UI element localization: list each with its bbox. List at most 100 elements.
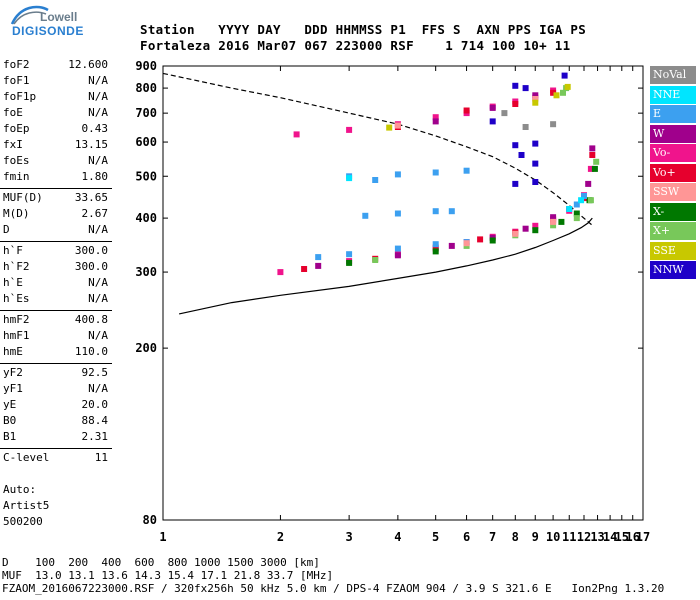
param-label: foF2 [3,58,30,71]
echo-point-e [372,177,379,183]
param-value: 2.31 [81,430,109,443]
footer-muf-row: MUF 13.0 13.1 13.6 14.3 15.4 17.1 21.8 3… [2,569,334,582]
echo-point-w [589,145,596,152]
echo-point-x [346,259,353,266]
param-value: 2.67 [81,207,109,220]
plot-frame [162,65,644,521]
echo-point-nnw [532,140,539,147]
echo-point-x [432,248,439,255]
param-row-hes: h`Es N/A [0,292,108,308]
echo-point-nnw [512,82,519,89]
param-row-foe: foE N/A [0,106,108,122]
echo-point-nne [578,197,585,204]
echo-point-vo [512,101,519,107]
x-tick-label: 4 [394,530,401,544]
param-label: yF2 [3,366,23,379]
param-divider [0,241,112,242]
param-value: 300.0 [74,244,108,257]
param-label: foEp [3,122,30,135]
legend-item-x: X+ [650,222,696,240]
ionogram-chart: 1 2 3 4 5 6 7 8 9 10 11 12 1314151617802003004005006… [135,59,650,544]
param-row-fxi: fxI 13.15 [0,138,108,154]
y-tick-label: 600 [135,135,157,149]
echo-point-x [372,257,379,263]
param-row-fof1p: foF1p N/A [0,90,108,106]
param-row-hf: h`F 300.0 [0,244,108,260]
echo-point-vo [589,152,596,158]
echo-point-vo [477,236,484,243]
legend-item-ssw: SSW [650,183,696,201]
param-value: N/A [88,90,108,103]
logo-digisonde-text: DIGISONDE [12,24,84,38]
echo-point-vo [277,269,284,276]
param-label: M(D) [3,207,30,220]
echo-point-nnw [532,160,539,167]
echo-point-vo [293,131,300,138]
param-label: yE [3,398,17,411]
param-row-ye: yE 20.0 [0,398,108,414]
param-row-fof1: foF1 N/A [0,74,108,90]
echo-point-e [315,254,322,261]
legend-item-nne: NNE [650,85,696,104]
param-label: foEs [3,154,30,167]
footer: D 100 200 400 600 800 1000 1500 3000 [km… [2,556,664,595]
auto-program: Artist5 [3,499,50,512]
echo-point-e [346,251,353,258]
x-tick-label: 1 [159,530,166,544]
param-row-fof2: foF2 12.600 [0,58,108,74]
param-label: h`F2 [3,260,30,273]
param-value: N/A [88,154,108,167]
echo-point-nnw [561,72,568,79]
echo-point-vo [532,222,539,229]
echo-point-w [432,118,439,125]
param-row-clevel: C-level 11 [0,451,108,467]
param-value: 0.43 [81,122,109,135]
echo-point-x [550,222,557,229]
param-row-yf1: yF1 N/A [0,382,108,398]
param-label: h`Es [3,292,30,305]
y-tick-label: 500 [135,169,157,183]
legend-item-nnw: NNW [650,261,696,279]
echo-point-w [315,262,322,269]
param-row-b1: B1 2.31 [0,430,108,446]
param-label: hmE [3,345,23,358]
param-label: B1 [3,430,17,443]
param-value: N/A [88,106,108,119]
x-tick-label: 13 [590,530,604,544]
param-value: 400.8 [74,313,108,326]
x-tick-label: 12 [577,530,591,544]
param-label: h`E [3,276,23,289]
param-value: 12.600 [68,58,108,71]
echo-point-e [394,210,401,217]
y-tick-label: 700 [135,106,157,120]
param-label: yF1 [3,382,23,395]
echo-point-w [532,92,539,99]
echo-point-sse [532,99,539,106]
echo-point-noval [501,110,508,117]
echo-point-e [463,167,470,174]
param-value: 33.65 [74,191,108,204]
echo-point-w [394,252,401,259]
echo-point-nnw [532,179,539,185]
echo-point-e [362,212,369,219]
param-value: 20.0 [81,398,109,411]
param-row-hmf2: hmF2 400.8 [0,313,108,329]
digisonde-logo-swoosh-icon [10,5,49,25]
echo-point-w [585,180,592,187]
x-tick-label: 8 [512,530,519,544]
echo-point-ssw [512,230,519,237]
x-tick-label: 9 [532,530,539,544]
param-value: N/A [88,74,108,87]
y-tick-label: 900 [135,59,157,73]
echo-point-x [587,197,594,204]
param-row-foep: foEp 0.43 [0,122,108,138]
legend-item-vo: Vo+ [650,163,696,182]
param-label: D [3,223,10,236]
param-row-mufd: MUF(D) 33.65 [0,191,108,207]
echo-point-nnw [489,118,496,125]
logo-lowell-text: Lowell [40,10,78,24]
param-value: N/A [88,223,108,236]
param-value: N/A [88,276,108,289]
param-label: B0 [3,414,17,427]
echo-point-e [432,208,439,215]
